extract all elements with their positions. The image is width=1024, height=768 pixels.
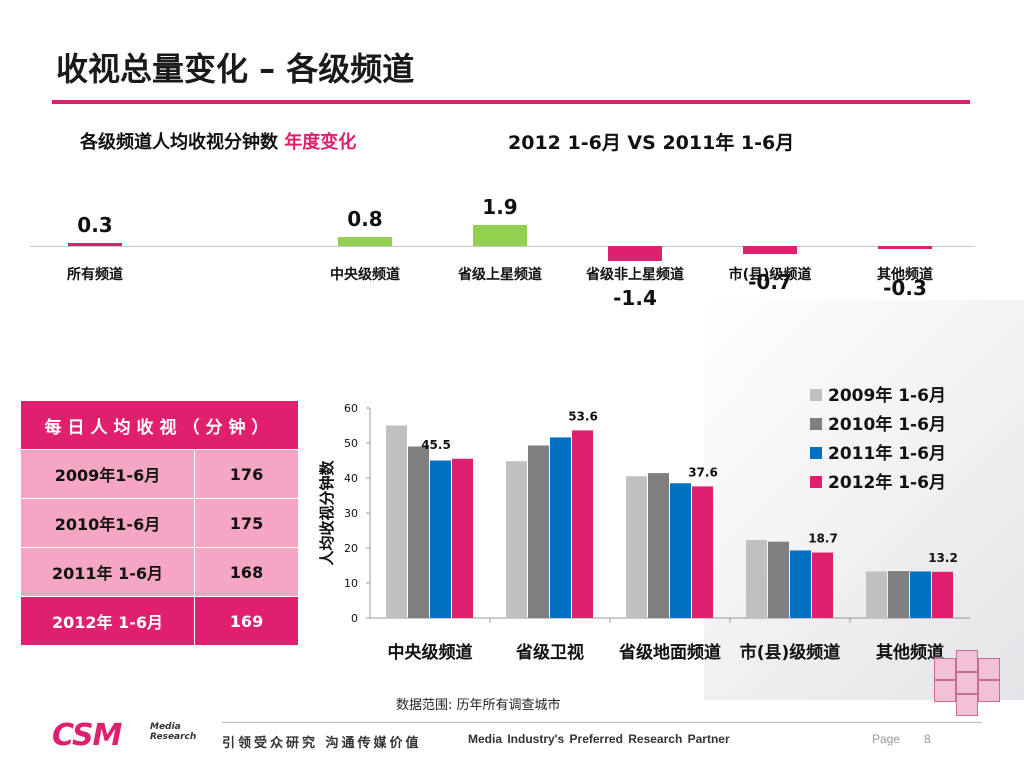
channel-viewing-bar-chart: 0 10 20 30 40 50 60 人均收视分钟数 45.5 中央级频道 53.6 省级卫视 37.… — [318, 385, 970, 663]
change-bar — [338, 237, 392, 246]
chart-bar — [746, 539, 767, 618]
change-bar — [68, 242, 122, 246]
background-decoration — [704, 300, 1024, 700]
table-value: 176 — [194, 449, 299, 499]
chart-bar — [768, 541, 789, 618]
x-category-label: 省级地面频道 — [618, 642, 721, 663]
table-period: 2010年1-6月 — [20, 498, 195, 548]
table-period: 2009年1-6月 — [20, 449, 195, 499]
y-tick-label: 50 — [344, 437, 358, 450]
chart-bar — [790, 550, 811, 618]
csm-logo: CSM — [52, 718, 122, 753]
data-label: 37.6 — [688, 465, 718, 479]
table-header: 每日人均收视（分钟） — [20, 400, 299, 450]
change-category-label: 省级上星频道 — [458, 267, 542, 283]
data-label: 45.5 — [421, 438, 451, 452]
legend-swatch — [810, 476, 822, 488]
change-value-label: 1.9 — [482, 195, 518, 220]
cube-decoration-icon — [930, 640, 1000, 720]
chart-bar — [550, 437, 571, 618]
change-bar — [473, 225, 527, 246]
table-value: 175 — [194, 498, 299, 548]
y-axis-label: 人均收视分钟数 — [318, 460, 336, 566]
change-category-label: 中央级频道 — [330, 267, 400, 283]
chart-bar — [572, 430, 593, 618]
data-label: 18.7 — [808, 532, 838, 546]
data-label: 13.2 — [928, 551, 958, 565]
change-chart-baseline — [30, 246, 975, 247]
chart-bar — [408, 446, 429, 618]
legend-entry: 2012年 1-6月 — [828, 472, 946, 493]
chart-bar — [670, 483, 691, 618]
x-category-label: 其他频道 — [876, 642, 944, 663]
chart-bar — [648, 473, 669, 618]
change-value-label: -1.4 — [613, 286, 657, 310]
logo-subtitle: Media Research — [150, 722, 197, 742]
page-label: Page — [872, 732, 901, 746]
legend-entry: 2010年 1-6月 — [828, 414, 946, 435]
change-category-label: 所有频道 — [67, 267, 123, 283]
chart-bar — [626, 476, 647, 618]
chart-bar — [812, 552, 833, 618]
y-tick-label: 40 — [344, 472, 358, 485]
chart-bar — [910, 571, 931, 618]
table-period: 2011年 1-6月 — [20, 547, 195, 597]
change-category-label: 省级非上星频道 — [586, 267, 684, 283]
change-bar — [608, 246, 662, 262]
legend-entry: 2009年 1-6月 — [828, 385, 946, 406]
data-source-note: 数据范围: 历年所有调查城市 — [396, 698, 561, 713]
footer-divider — [222, 722, 982, 723]
page-title: 收视总量变化 – 各级频道 — [56, 50, 415, 88]
table-value: 168 — [194, 547, 299, 597]
annual-change-chart: 0.3 所有频道 0.8 中央级频道 1.9 省级上星频道 -1.4 省级非上星频道 -0.7 市… — [30, 180, 975, 330]
table-row: 2010年1-6月 175 — [20, 498, 299, 548]
comparison-period: 2012 1-6月 VS 2011年 1-6月 — [508, 132, 795, 154]
x-category-label: 省级卫视 — [515, 642, 584, 663]
title-divider — [52, 100, 970, 104]
table-period: 2012年 1-6月 — [20, 596, 195, 646]
slogan-english: Media Industry's Preferred Research Part… — [468, 732, 730, 746]
legend-swatch — [810, 418, 822, 430]
chart-bar — [430, 460, 451, 618]
y-tick-label: 30 — [344, 507, 358, 520]
chart-bar — [452, 458, 473, 618]
subtitle-main: 各级频道人均收视分钟数 — [80, 132, 285, 153]
chart-bar — [866, 571, 887, 618]
legend-entry: 2011年 1-6月 — [828, 443, 946, 464]
change-chart-subtitle: 各级频道人均收视分钟数 年度变化 — [80, 128, 356, 154]
change-value-label: 0.3 — [77, 212, 113, 237]
chart-bar — [692, 486, 713, 618]
change-value-label: -0.3 — [883, 276, 927, 300]
chart-bar — [888, 571, 909, 618]
page-number: 8 — [924, 732, 931, 746]
slogan-chinese: 引领受众研究 沟通传媒价值 — [222, 736, 422, 751]
y-tick-label: 0 — [351, 612, 358, 625]
table-row: 2009年1-6月 176 — [20, 449, 299, 499]
change-bar — [878, 246, 932, 250]
y-tick-label: 60 — [344, 402, 358, 415]
change-value-label: -0.7 — [748, 270, 792, 294]
legend-swatch — [810, 389, 822, 401]
table-header-row: 每日人均收视（分钟） — [20, 400, 299, 450]
change-value-label: 0.8 — [347, 207, 383, 232]
chart-bar — [528, 445, 549, 618]
chart-bar — [506, 461, 527, 618]
daily-viewing-table: 每日人均收视（分钟） 2009年1-6月 176 2010年1-6月 175 2… — [20, 400, 299, 646]
change-category-label: 市(县)级频道 — [728, 267, 812, 283]
legend-swatch — [810, 447, 822, 459]
table-value: 169 — [194, 596, 299, 646]
y-tick-label: 10 — [344, 577, 358, 590]
change-bar — [743, 246, 797, 254]
x-category-label: 市(县)级频道 — [740, 642, 841, 663]
x-category-label: 中央级频道 — [388, 642, 473, 663]
table-row: 2012年 1-6月 169 — [20, 596, 299, 646]
y-tick-label: 20 — [344, 542, 358, 555]
data-label: 53.6 — [568, 409, 598, 423]
chart-bar — [932, 571, 953, 618]
change-category-label: 其他频道 — [877, 267, 933, 283]
chart-bar — [386, 425, 407, 618]
table-row: 2011年 1-6月 168 — [20, 547, 299, 597]
subtitle-highlight: 年度变化 — [284, 132, 357, 153]
